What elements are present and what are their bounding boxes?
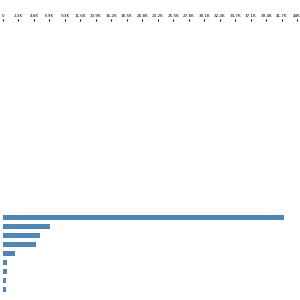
Bar <box>3 251 15 256</box>
Bar <box>3 287 6 292</box>
Bar <box>3 215 284 220</box>
Bar <box>3 260 7 265</box>
Bar <box>3 242 36 247</box>
Bar <box>3 233 40 238</box>
Bar <box>3 269 7 274</box>
Bar <box>3 224 50 229</box>
Bar <box>3 278 7 283</box>
